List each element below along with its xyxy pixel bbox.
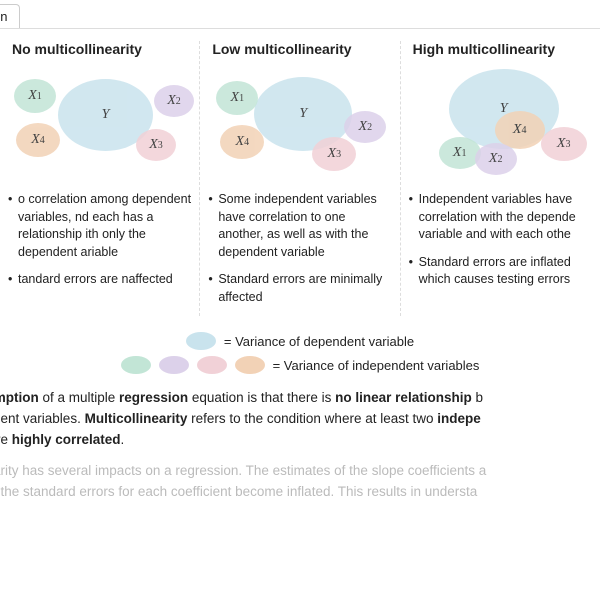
panel-desc: Independent variables have correlation w…	[409, 191, 592, 289]
bullet: Some independent variables have correlat…	[208, 191, 391, 261]
swatch-y	[186, 332, 216, 350]
bullet: Independent variables have correlation w…	[409, 191, 592, 244]
panel-title: No multicollinearity	[8, 41, 191, 57]
ellipse-x3: X3	[136, 129, 176, 161]
para-1: sumption of a multiple regression equati…	[0, 388, 592, 451]
panel-title: Low multicollinearity	[208, 41, 391, 57]
venn-diagram: YX1X2X3X4	[208, 67, 391, 177]
bullet: tandard errors are naffected	[8, 271, 191, 289]
para-2: nearity has several impacts on a regress…	[0, 461, 592, 503]
ellipse-x2: X2	[154, 85, 194, 117]
ellipse-x4: X4	[16, 123, 60, 157]
tab-on[interactable]: on	[0, 4, 20, 28]
panel-desc: o correlation among dependent variables,…	[8, 191, 191, 289]
legend-indep-label: = Variance of independent variables	[273, 358, 480, 373]
ellipse-x1: X1	[216, 81, 258, 115]
legend-dep-label: = Variance of dependent variable	[224, 334, 414, 349]
panel-title: High multicollinearity	[409, 41, 592, 57]
panels-row: No multicollinearityYX1X2X3X4o correlati…	[0, 41, 600, 316]
legend-indep: = Variance of independent variables	[0, 356, 600, 374]
swatch-x4	[235, 356, 265, 374]
venn-diagram: YX1X2X3X4	[8, 67, 191, 177]
swatch-x3	[197, 356, 227, 374]
panel: High multicollinearityYX4X3X1X2Independe…	[401, 41, 600, 316]
legend-dep: = Variance of dependent variable	[0, 332, 600, 350]
ellipse-x3: X3	[312, 137, 356, 171]
panel: No multicollinearityYX1X2X3X4o correlati…	[0, 41, 200, 316]
legend: = Variance of dependent variable = Varia…	[0, 332, 600, 374]
ellipse-x2: X2	[475, 143, 517, 175]
bullet: Standard errors are inflated which cause…	[409, 254, 592, 289]
venn-diagram: YX4X3X1X2	[409, 67, 592, 177]
bullet: Standard errors are minimally affected	[208, 271, 391, 306]
swatch-x1	[121, 356, 151, 374]
ellipse-x1: X1	[14, 79, 56, 113]
ellipse-x2: X2	[344, 111, 386, 143]
ellipse-x4: X4	[220, 125, 264, 159]
tab-bar: on	[0, 0, 600, 29]
bullet: o correlation among dependent variables,…	[8, 191, 191, 261]
swatch-x2	[159, 356, 189, 374]
body-text: sumption of a multiple regression equati…	[0, 388, 600, 503]
ellipse-x3: X3	[541, 127, 587, 161]
panel: Low multicollinearityYX1X2X3X4Some indep…	[200, 41, 400, 316]
panel-desc: Some independent variables have correlat…	[208, 191, 391, 306]
ellipse-x1: X1	[439, 137, 481, 169]
